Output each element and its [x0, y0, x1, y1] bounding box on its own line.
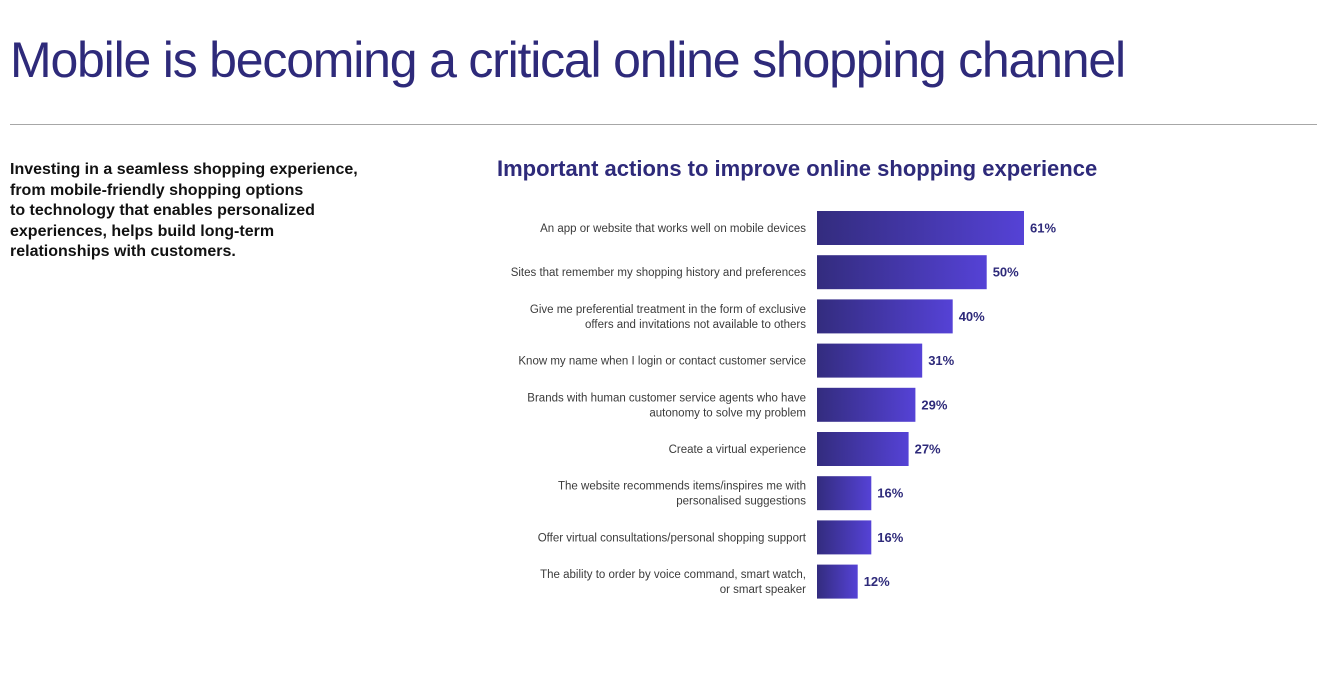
bar	[817, 476, 872, 511]
bar	[817, 255, 987, 290]
value-label: 50%	[993, 265, 1019, 280]
category-label-line: Create a virtual experience	[669, 444, 806, 456]
intro-line: Investing in a seamless shopping experie…	[10, 161, 358, 178]
category-label: Know my name when I login or contact cus…	[518, 356, 806, 368]
value-label: 61%	[1030, 221, 1056, 236]
bar	[817, 299, 953, 334]
category-label-line: Know my name when I login or contact cus…	[518, 356, 806, 368]
intro-line: relationships with customers.	[10, 243, 236, 261]
category-label-line: Brands with human customer service agent…	[527, 392, 806, 404]
intro-line: from mobile-friendly shopping options	[10, 181, 304, 199]
bar	[817, 211, 1024, 245]
intro-line: to technology that enables personalized	[10, 202, 315, 220]
category-label-line: The ability to order by voice command, s…	[540, 569, 806, 581]
bar	[817, 387, 916, 422]
category-label: Sites that remember my shopping history …	[511, 267, 807, 279]
category-label: Offer virtual consultations/personal sho…	[538, 532, 807, 544]
value-label: 16%	[877, 530, 903, 545]
category-label-line: An app or website that works well on mob…	[540, 223, 806, 235]
category-label-line: Offer virtual consultations/personal sho…	[538, 532, 807, 544]
value-label: 12%	[864, 574, 890, 589]
value-label: 31%	[928, 353, 954, 368]
category-label-line: offers and invitations not available to …	[585, 319, 806, 331]
category-label-line: personalised suggestions	[676, 496, 806, 508]
title-divider	[10, 124, 1317, 125]
category-label: The ability to order by voice command, s…	[540, 569, 806, 596]
category-label: The website recommends items/inspires me…	[558, 481, 806, 508]
chart-title: Important actions to improve online shop…	[497, 156, 1098, 181]
category-label-line: Sites that remember my shopping history …	[511, 267, 807, 279]
intro-line: experiences, helps build long-term	[10, 222, 275, 240]
bar	[817, 520, 872, 555]
category-label-line: The website recommends items/inspires me…	[558, 481, 806, 493]
category-label-line: or smart speaker	[720, 584, 806, 596]
bar	[817, 343, 923, 378]
page-title: Mobile is becoming a critical online sho…	[10, 32, 1126, 88]
value-label: 29%	[921, 397, 947, 412]
category-label-line: Give me preferential treatment in the fo…	[530, 304, 806, 316]
value-label: 40%	[959, 309, 985, 324]
category-label-line: autonomy to solve my problem	[649, 407, 806, 419]
intro-text: Investing in a seamless shopping experie…	[10, 160, 400, 263]
category-label: An app or website that works well on mob…	[540, 223, 806, 235]
category-label: Create a virtual experience	[669, 444, 806, 456]
bar	[817, 564, 858, 599]
value-label: 16%	[877, 486, 903, 501]
category-label: Give me preferential treatment in the fo…	[530, 304, 806, 331]
bar	[817, 432, 909, 466]
category-label: Brands with human customer service agent…	[527, 392, 806, 419]
value-label: 27%	[915, 442, 941, 457]
bars-group: 61% An app or website that works well on …	[511, 211, 1056, 599]
